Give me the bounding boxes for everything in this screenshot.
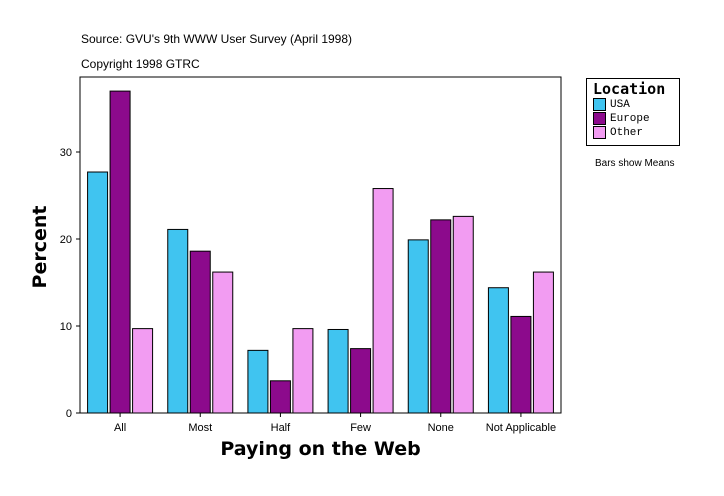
legend-item-europe: Europe <box>593 112 650 125</box>
bar-other-most <box>212 271 234 414</box>
x-tick-label: All <box>114 422 126 434</box>
y-axis-label: Percent <box>29 205 51 289</box>
chart-note: Bars show Means <box>595 158 675 169</box>
legend-label: Europe <box>610 112 650 125</box>
bar-other-half <box>292 328 314 414</box>
bar-usa-most <box>167 228 189 414</box>
bar-usa-none <box>407 239 429 414</box>
bar-usa-all <box>87 171 109 414</box>
bar-europe-most <box>189 250 211 414</box>
plot-frame <box>79 76 562 414</box>
legend-item-usa: USA <box>593 98 630 111</box>
x-tick-label: Few <box>350 422 371 434</box>
y-tick-label: 0 <box>66 408 72 420</box>
bar-other-few <box>372 188 394 414</box>
legend-label: USA <box>610 98 630 111</box>
bar-other-all <box>132 328 154 414</box>
x-tick-label: None <box>428 422 454 434</box>
x-tick-label: Half <box>271 422 292 434</box>
bar-other-none <box>452 215 474 414</box>
x-tick-label: Most <box>188 422 212 434</box>
legend-item-other: Other <box>593 126 643 139</box>
x-axis-label: Paying on the Web <box>220 438 421 460</box>
chart-source: Source: GVU's 9th WWW User Survey (April… <box>81 32 353 46</box>
bar-usa-few <box>327 328 349 414</box>
bar-usa-half <box>247 349 269 414</box>
bar-usa-not-applicable <box>487 287 509 414</box>
bar-europe-none <box>430 219 452 414</box>
bar-europe-not-applicable <box>510 315 532 414</box>
legend: Location USA Europe Other <box>586 78 680 146</box>
bar-europe-few <box>350 348 372 414</box>
legend-title: Location <box>593 80 666 98</box>
y-tick-label: 10 <box>60 321 72 333</box>
chart-copyright: Copyright 1998 GTRC <box>81 57 200 71</box>
bar-europe-half <box>269 380 291 414</box>
legend-swatch <box>593 112 606 125</box>
legend-label: Other <box>610 126 644 139</box>
legend-swatch <box>593 98 606 111</box>
y-tick-label: 30 <box>60 147 72 159</box>
bar-europe-all <box>109 90 131 414</box>
x-tick-label: Not Applicable <box>486 422 556 434</box>
legend-swatch <box>593 126 606 139</box>
bar-other-not-applicable <box>532 271 554 414</box>
y-tick-label: 20 <box>60 234 72 246</box>
